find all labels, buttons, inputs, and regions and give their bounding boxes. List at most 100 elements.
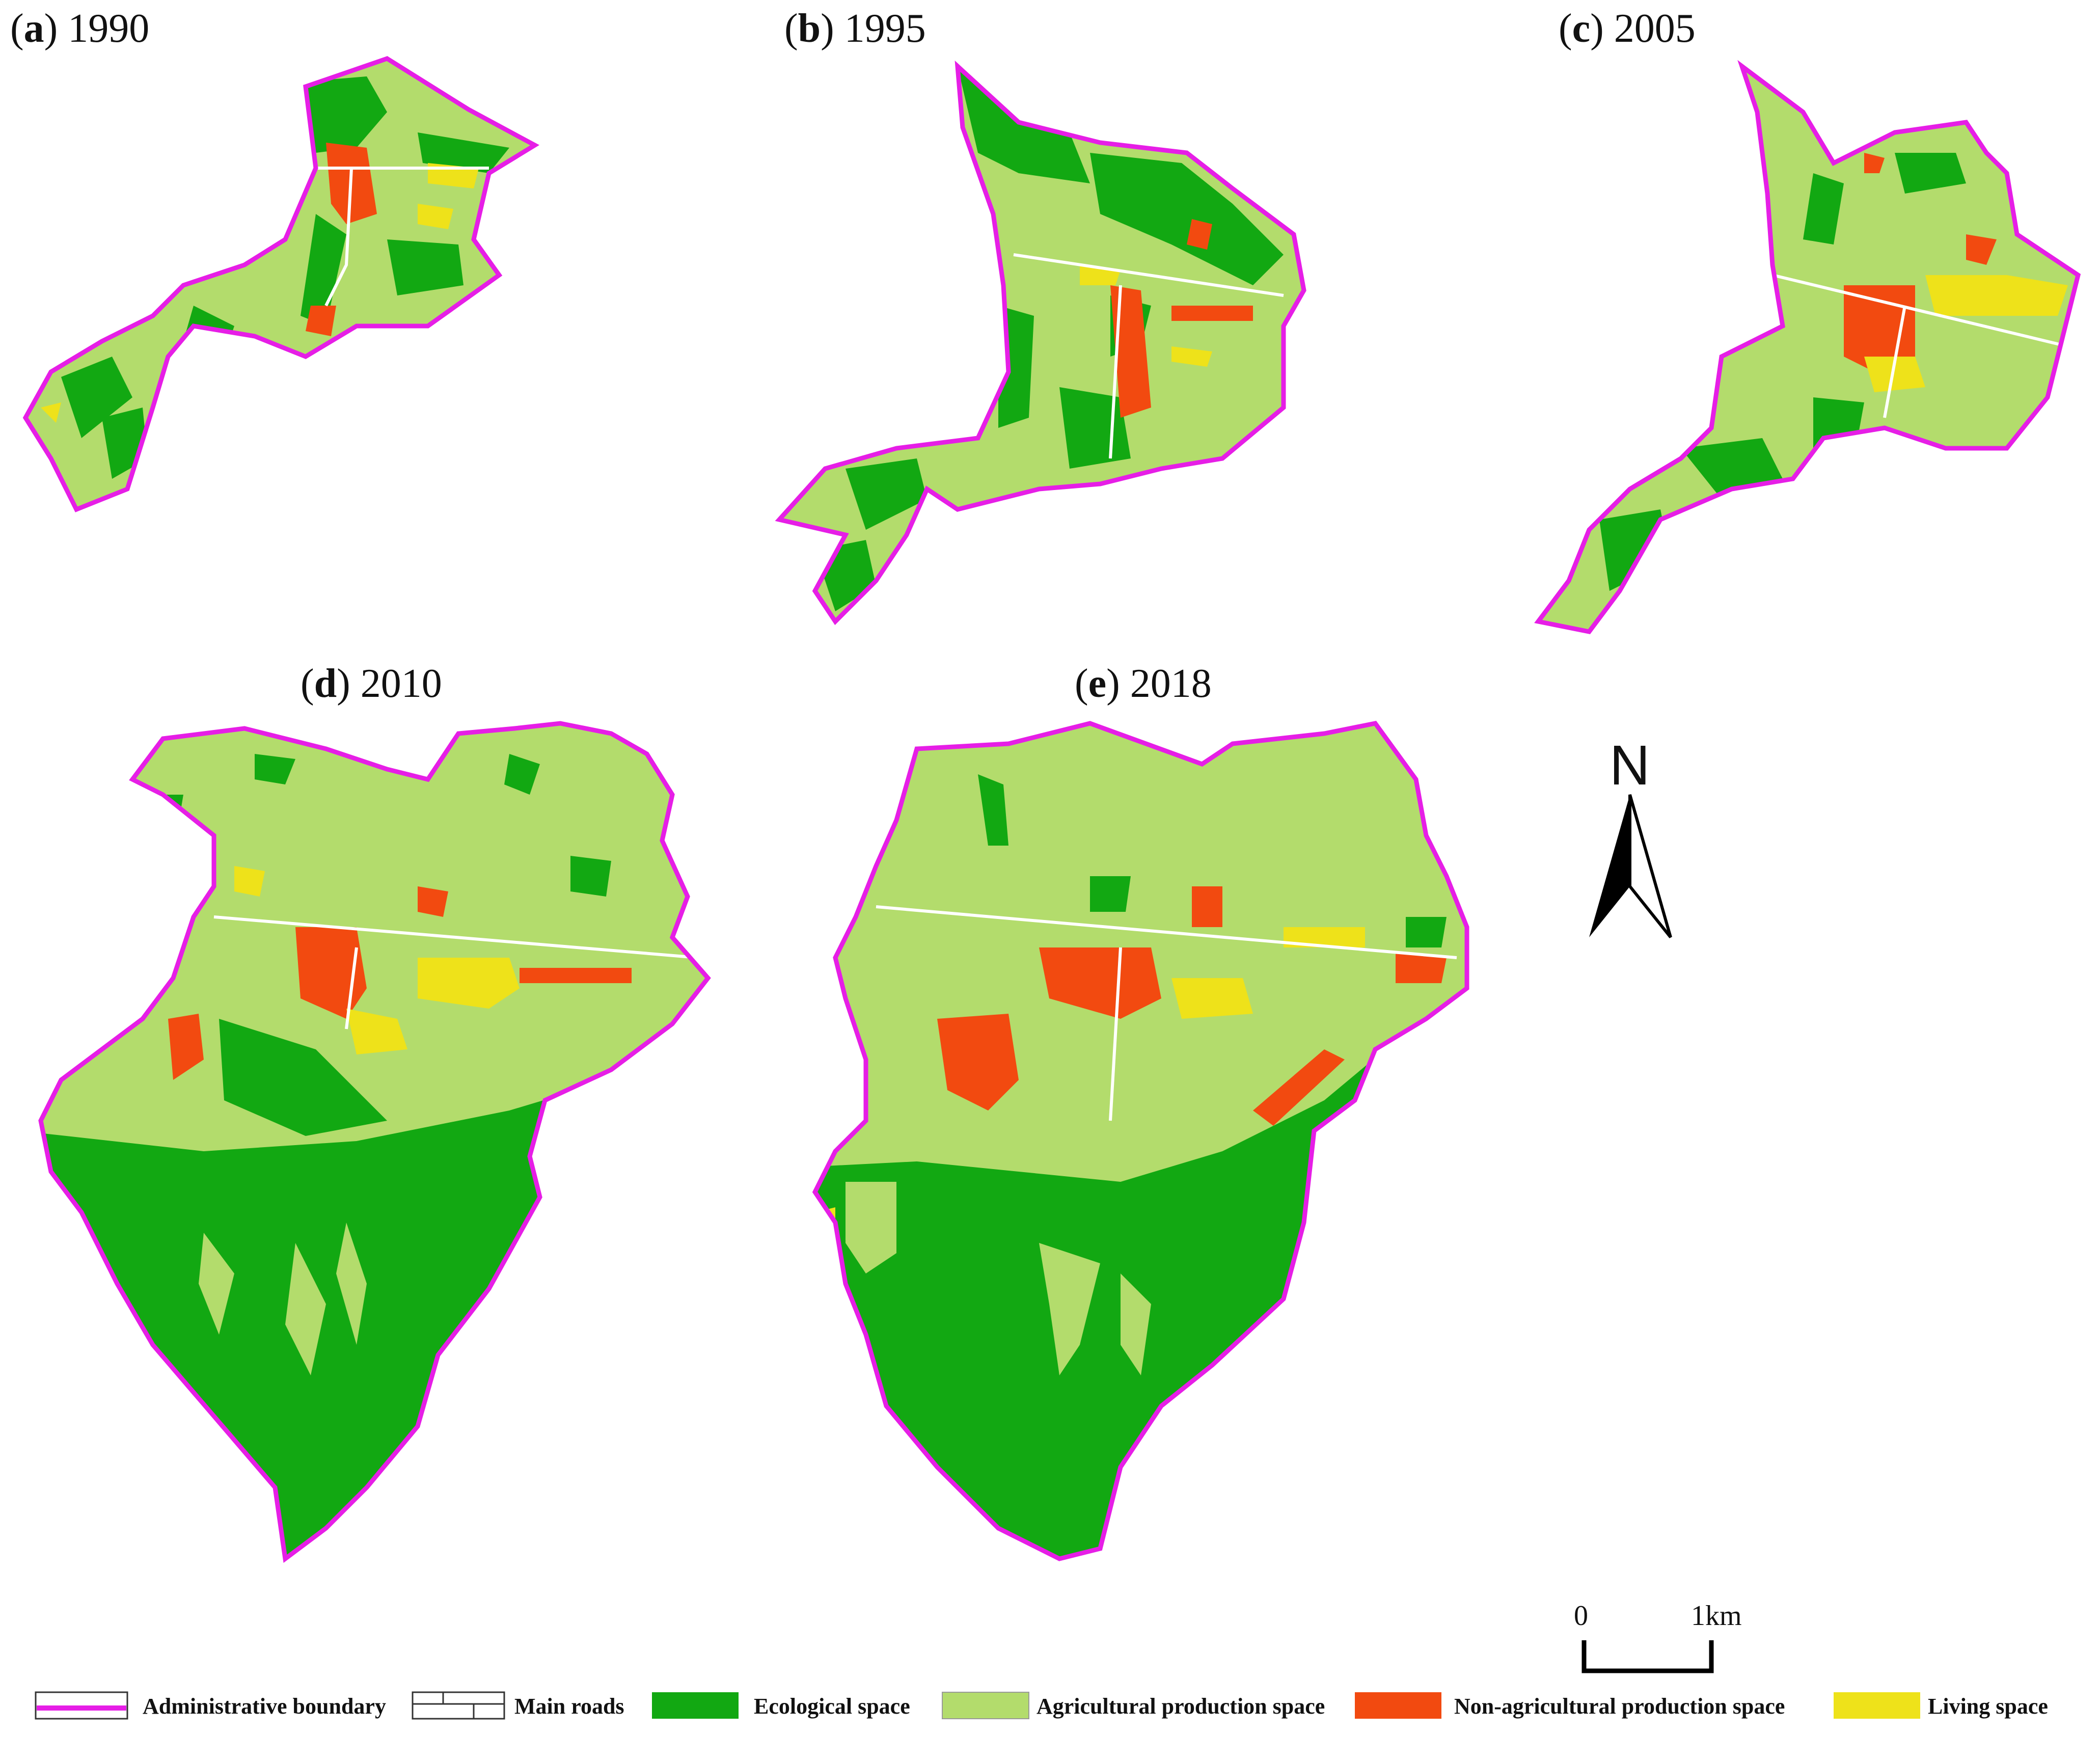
main-road <box>213 915 698 959</box>
ecological-space-patch <box>418 132 509 173</box>
ecological-space-patch <box>387 239 463 295</box>
svg-text:Living space: Living space <box>1928 1694 2048 1719</box>
agricultural-space-patch <box>1121 1274 1151 1375</box>
ecological-space-patch <box>846 458 927 530</box>
living-space-patch <box>1925 275 2068 316</box>
panel-c-label: (c) 2005 <box>1559 6 1696 51</box>
agricultural-space-patch <box>285 1243 326 1375</box>
non-agricultural-space-patch <box>937 1014 1019 1110</box>
ecological-space-patch <box>301 214 346 326</box>
svg-text:Non-agricultural production sp: Non-agricultural production space <box>1454 1694 1785 1719</box>
north-arrow-right-half <box>1628 794 1672 938</box>
scale-end-label: 1km <box>1691 1600 1742 1632</box>
ecological-space-patch <box>1406 917 1447 947</box>
main-road <box>1013 253 1284 297</box>
map-panel-1995 <box>775 60 1306 626</box>
administrative-boundary <box>775 60 1306 626</box>
non-agricultural-space-patch <box>1253 1049 1345 1126</box>
ecological-space-patch <box>504 754 540 795</box>
living-space-patch <box>41 402 61 423</box>
non-agricultural-space-patch <box>1110 285 1151 418</box>
legend: Administrative boundary Main roads Ecolo… <box>35 1691 2048 1720</box>
non-agricultural-space-patch <box>1171 306 1253 321</box>
map-panel-1990 <box>22 56 540 512</box>
legend-item-ecological-space: Ecological space <box>652 1692 910 1719</box>
non-agricultural-space-patch <box>520 968 632 983</box>
non-agricultural-space-patch <box>1864 153 1885 173</box>
main-road <box>1109 947 1122 1121</box>
main-road <box>324 168 353 307</box>
non-agricultural-space-patch <box>168 1014 204 1080</box>
ecological-space-patch <box>1895 153 1966 194</box>
legend-item-administrative-boundary: Administrative boundary <box>35 1691 386 1720</box>
svg-text:Administrative boundary: Administrative boundary <box>143 1694 386 1719</box>
panel-e-label: (e) 2018 <box>1075 661 1212 706</box>
main-road <box>345 947 358 1029</box>
non-agricultural-space-patch <box>295 927 367 1019</box>
living-space-patch <box>234 866 265 897</box>
legend-item-agricultural-production-space: Agricultural production space <box>942 1692 1325 1719</box>
main-road <box>1109 285 1122 459</box>
ecological-space-patch <box>570 856 611 897</box>
ecological-space-patch <box>219 1019 387 1136</box>
living-space-patch <box>418 204 453 229</box>
living-space-patch <box>346 1009 407 1054</box>
main-road <box>1772 274 2068 348</box>
living-space-patch <box>1171 346 1212 367</box>
main-road <box>1883 305 1906 418</box>
panel-b-label: (b) 1995 <box>784 6 926 51</box>
administrative-boundary <box>38 721 711 1563</box>
ecological-space-patch <box>1090 876 1131 912</box>
legend-item-non-agricultural-production-space: Non-agricultural production space <box>1355 1692 1785 1719</box>
agricultural-space-patch <box>846 1182 896 1274</box>
non-agricultural-space-patch <box>1966 234 1997 265</box>
non-agricultural-space-patch <box>418 886 448 917</box>
administrative-boundary <box>812 721 1469 1561</box>
scale-bar: 0 1km <box>1574 1600 1742 1673</box>
scale-start-label: 0 <box>1574 1600 1588 1632</box>
living-space-patch <box>1171 978 1253 1019</box>
ecological-space-patch <box>978 774 1008 846</box>
map-panel-2010 <box>38 721 711 1563</box>
ecological-space-patch <box>1813 397 1864 458</box>
non-agricultural-space-patch <box>1192 886 1222 927</box>
agricultural-space-area <box>815 723 1467 1559</box>
ecological-space-patch <box>255 754 295 784</box>
north-arrow-left-half <box>1589 795 1630 937</box>
non-agricultural-space-patch <box>1039 947 1161 1019</box>
panel-d-label: (d) 2010 <box>301 661 442 706</box>
legend-item-living-space: Living space <box>1834 1692 2048 1719</box>
agricultural-space-patch <box>199 1233 234 1335</box>
living-space-patch <box>1284 927 1365 947</box>
legend-item-main-roads: Main roads <box>412 1691 624 1720</box>
panel-a-label: (a) 1990 <box>10 6 149 51</box>
living-space-patch <box>1864 357 1925 392</box>
ecological-space-patch <box>306 76 387 153</box>
svg-text:Ecological space: Ecological space <box>754 1694 910 1719</box>
ecological-space-patch <box>1090 153 1284 285</box>
non-agricultural-space-patch <box>306 306 336 336</box>
legend-swatch-agricultural <box>942 1692 1029 1719</box>
legend-swatch-roads <box>412 1691 505 1720</box>
agricultural-space-patch <box>336 1223 367 1345</box>
legend-boundary-line <box>37 1705 126 1711</box>
scale-bar-line <box>1581 1640 1714 1673</box>
living-space-patch <box>418 958 520 1009</box>
main-road <box>876 905 1457 959</box>
agricultural-space-patch <box>1039 1243 1100 1375</box>
ecological-space-patch <box>1803 173 1844 245</box>
north-arrow: N <box>1589 734 1672 938</box>
administrative-boundary <box>22 56 540 512</box>
ecological-space-patch <box>61 357 132 438</box>
legend-swatch-ecological <box>652 1692 739 1719</box>
legend-roads-pattern <box>413 1692 504 1719</box>
north-label: N <box>1610 734 1650 797</box>
legend-swatch-non-agricultural <box>1355 1692 1441 1719</box>
legend-swatch-living <box>1834 1692 1920 1719</box>
map-panel-2005 <box>1534 60 2081 634</box>
non-agricultural-space-patch <box>1187 219 1212 250</box>
non-agricultural-space-patch <box>1396 953 1447 983</box>
administrative-boundary <box>1534 60 2081 634</box>
svg-text:Agricultural production space: Agricultural production space <box>1037 1694 1325 1719</box>
